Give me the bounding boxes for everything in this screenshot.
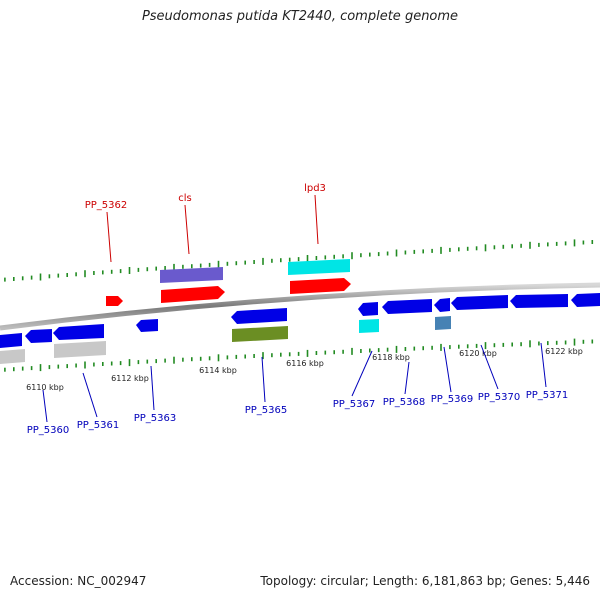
kbp-label: 6118 kbp	[372, 353, 410, 362]
topology-text: Topology: circular; Length: 6,181,863 bp…	[260, 574, 590, 588]
gene-pp-5365[interactable]	[231, 308, 287, 324]
ticks-bottom	[4, 338, 594, 372]
leader-lpd3	[314, 194, 319, 245]
label-pp-5371[interactable]: PP_5371	[526, 390, 569, 401]
leader-pp-5363	[150, 365, 155, 411]
gene-cls[interactable]	[161, 286, 225, 303]
leader-pp-5367	[351, 350, 373, 397]
kbp-label: 6120 kbp	[459, 349, 497, 358]
label-pp-5363[interactable]: PP_5363	[134, 413, 177, 424]
label-lpd3[interactable]: lpd3	[304, 183, 326, 194]
gene-pp-5367-cyan[interactable]	[359, 319, 379, 333]
gene-pp-5367[interactable]	[358, 302, 378, 316]
label-pp-5369[interactable]: PP_5369	[431, 394, 474, 405]
kbp-label: 6116 kbp	[286, 359, 324, 368]
gene-lpd3-cyan[interactable]	[288, 259, 350, 275]
accession-text: Accession: NC_002947	[10, 574, 147, 588]
label-pp-5362[interactable]: PP_5362	[85, 200, 128, 211]
leader-pp-5365	[261, 356, 266, 403]
gene-pp-5369[interactable]	[434, 298, 450, 312]
leader-pp-5368	[404, 361, 410, 395]
label-cls[interactable]: cls	[178, 193, 192, 204]
gene-cls-purple[interactable]	[160, 267, 223, 283]
leader-pp-5369	[443, 346, 452, 393]
kbp-label: 6114 kbp	[199, 366, 237, 375]
gene-left-edge[interactable]	[0, 333, 22, 348]
leader-pp-5362	[106, 211, 112, 263]
kbp-label: 6110 kbp	[26, 383, 64, 392]
genome-backbone	[0, 282, 600, 331]
label-pp-5370[interactable]: PP_5370	[478, 392, 521, 403]
label-pp-5368[interactable]: PP_5368	[383, 397, 426, 408]
gene-pp-5368[interactable]	[382, 299, 432, 314]
kbp-label: 6122 kbp	[545, 347, 583, 356]
gene-gray-left[interactable]	[0, 349, 25, 364]
ticks-top	[4, 239, 594, 282]
gene-right-edge[interactable]	[571, 293, 600, 307]
label-pp-5361[interactable]: PP_5361	[77, 420, 120, 431]
leader-pp-5370	[480, 344, 499, 390]
label-pp-5367[interactable]: PP_5367	[333, 399, 376, 410]
gene-pp-5365-olive[interactable]	[232, 326, 288, 342]
kbp-label: 6112 kbp	[111, 374, 149, 383]
gene-lpd3[interactable]	[290, 278, 351, 294]
leader-cls	[184, 204, 190, 255]
gene-pp-5369-steel[interactable]	[435, 316, 451, 330]
gene-pp-5371[interactable]	[510, 294, 568, 308]
leader-pp-5360	[42, 389, 48, 423]
gene-pp-5363[interactable]	[136, 319, 158, 332]
gene-pp-5361[interactable]	[53, 324, 104, 340]
leader-pp-5371	[540, 342, 547, 388]
label-pp-5365[interactable]: PP_5365	[245, 405, 288, 416]
gene-pp-5361-gray[interactable]	[54, 341, 106, 358]
leader-pp-5361	[82, 372, 98, 418]
gene-pp-5370[interactable]	[451, 295, 508, 310]
label-pp-5360[interactable]: PP_5360	[27, 425, 70, 436]
map-title: Pseudomonas putida KT2440, complete geno…	[141, 9, 459, 24]
gene-pp-5362[interactable]	[106, 296, 123, 306]
gene-pp-5360[interactable]	[25, 329, 52, 343]
